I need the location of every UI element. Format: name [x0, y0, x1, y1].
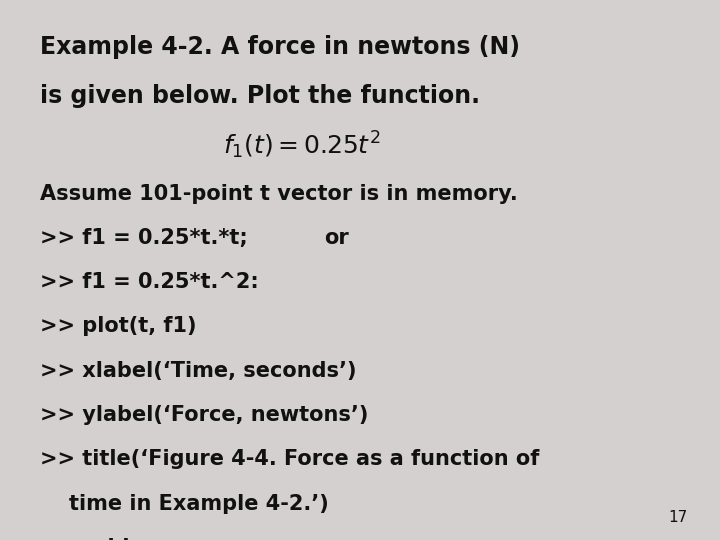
Text: Assume 101-point t vector is in memory.: Assume 101-point t vector is in memory. — [40, 184, 518, 204]
Text: 17: 17 — [668, 510, 688, 525]
Text: is given below. Plot the function.: is given below. Plot the function. — [40, 84, 480, 107]
Text: >> plot(t, f1): >> plot(t, f1) — [40, 316, 196, 336]
Text: >> f1 = 0.25*t.^2:: >> f1 = 0.25*t.^2: — [40, 272, 258, 292]
Text: Example 4-2. A force in newtons (N): Example 4-2. A force in newtons (N) — [40, 35, 520, 59]
Text: $f_1(t) = 0.25t^2$: $f_1(t) = 0.25t^2$ — [223, 130, 382, 161]
Text: >> f1 = 0.25*t.*t;: >> f1 = 0.25*t.*t; — [40, 228, 248, 248]
Text: >> ylabel(‘Force, newtons’): >> ylabel(‘Force, newtons’) — [40, 405, 368, 425]
Text: or: or — [324, 228, 348, 248]
Text: >> grid: >> grid — [40, 538, 129, 540]
Text: >> xlabel(‘Time, seconds’): >> xlabel(‘Time, seconds’) — [40, 361, 356, 381]
Text: time in Example 4-2.’): time in Example 4-2.’) — [40, 494, 328, 514]
Text: >> title(‘Figure 4-4. Force as a function of: >> title(‘Figure 4-4. Force as a functio… — [40, 449, 539, 469]
